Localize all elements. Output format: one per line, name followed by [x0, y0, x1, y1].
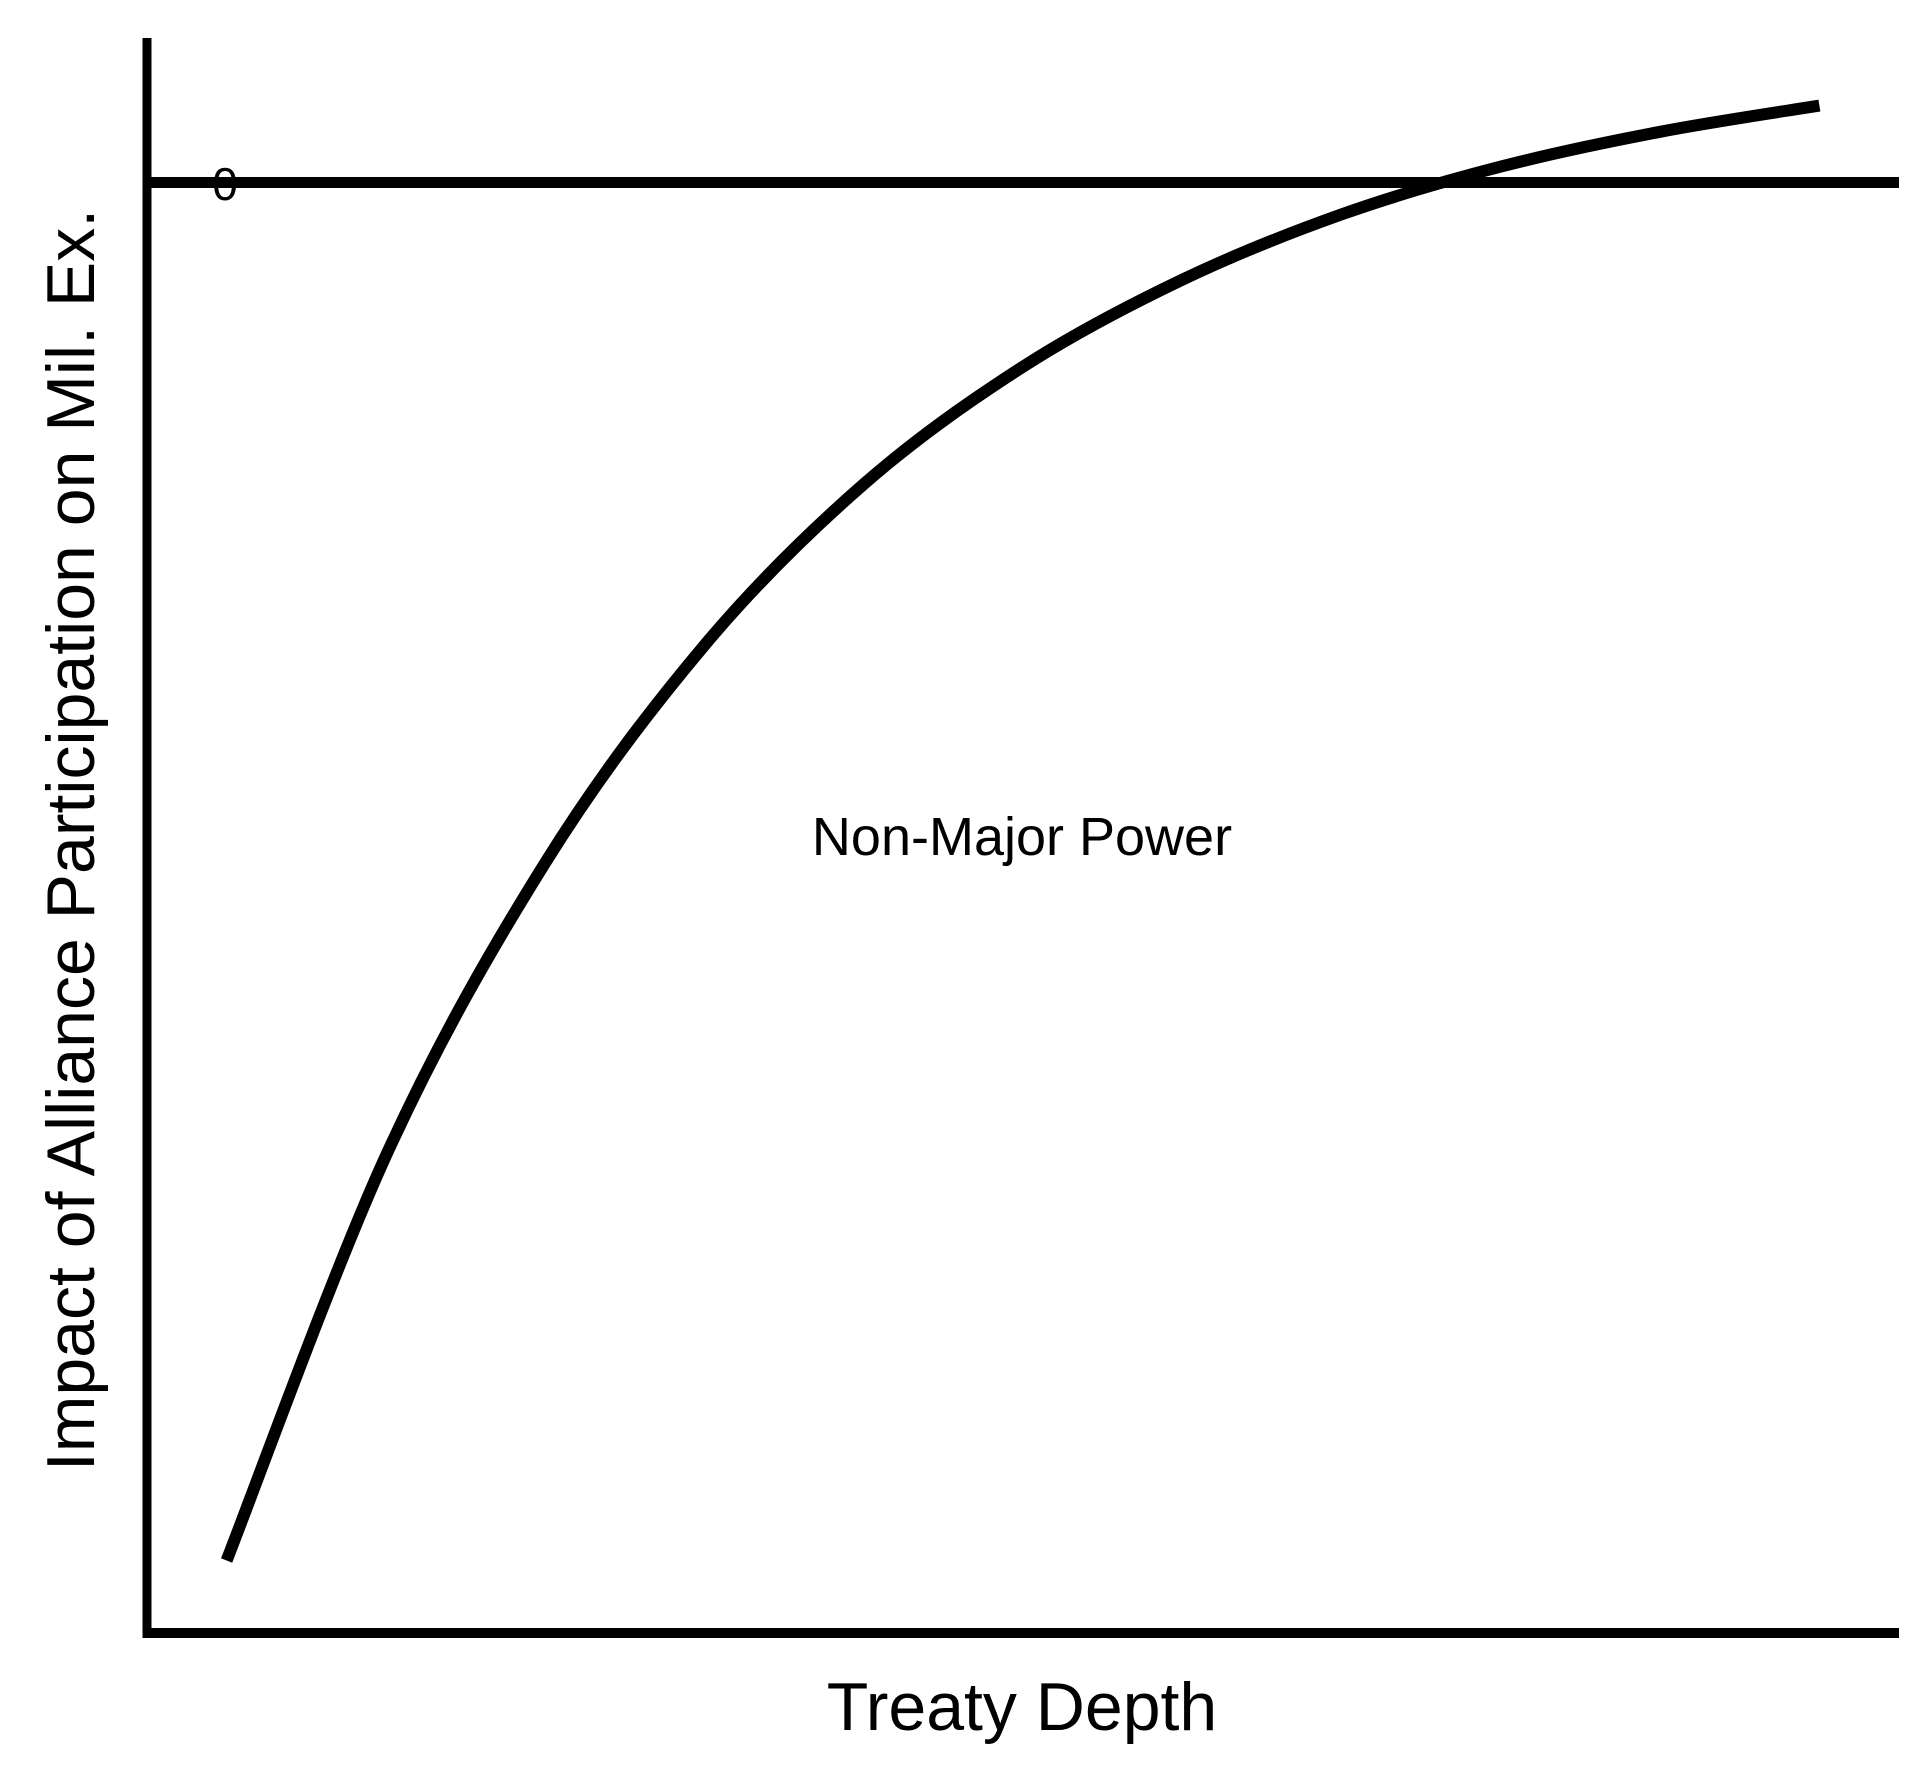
labels-layer: Treaty Depth Impact of Alliance Particip…	[33, 158, 1232, 1745]
axes	[142, 38, 1899, 1638]
series-layer	[221, 99, 1821, 1563]
zero-tick-label: 0	[212, 158, 238, 210]
y-axis-label: Impact of Alliance Participation on Mil.…	[33, 209, 109, 1471]
series-annotation-non-major-power: Non-Major Power	[812, 807, 1232, 867]
x-axis-label: Treaty Depth	[827, 1669, 1218, 1745]
series-line-0	[221, 99, 1821, 1563]
